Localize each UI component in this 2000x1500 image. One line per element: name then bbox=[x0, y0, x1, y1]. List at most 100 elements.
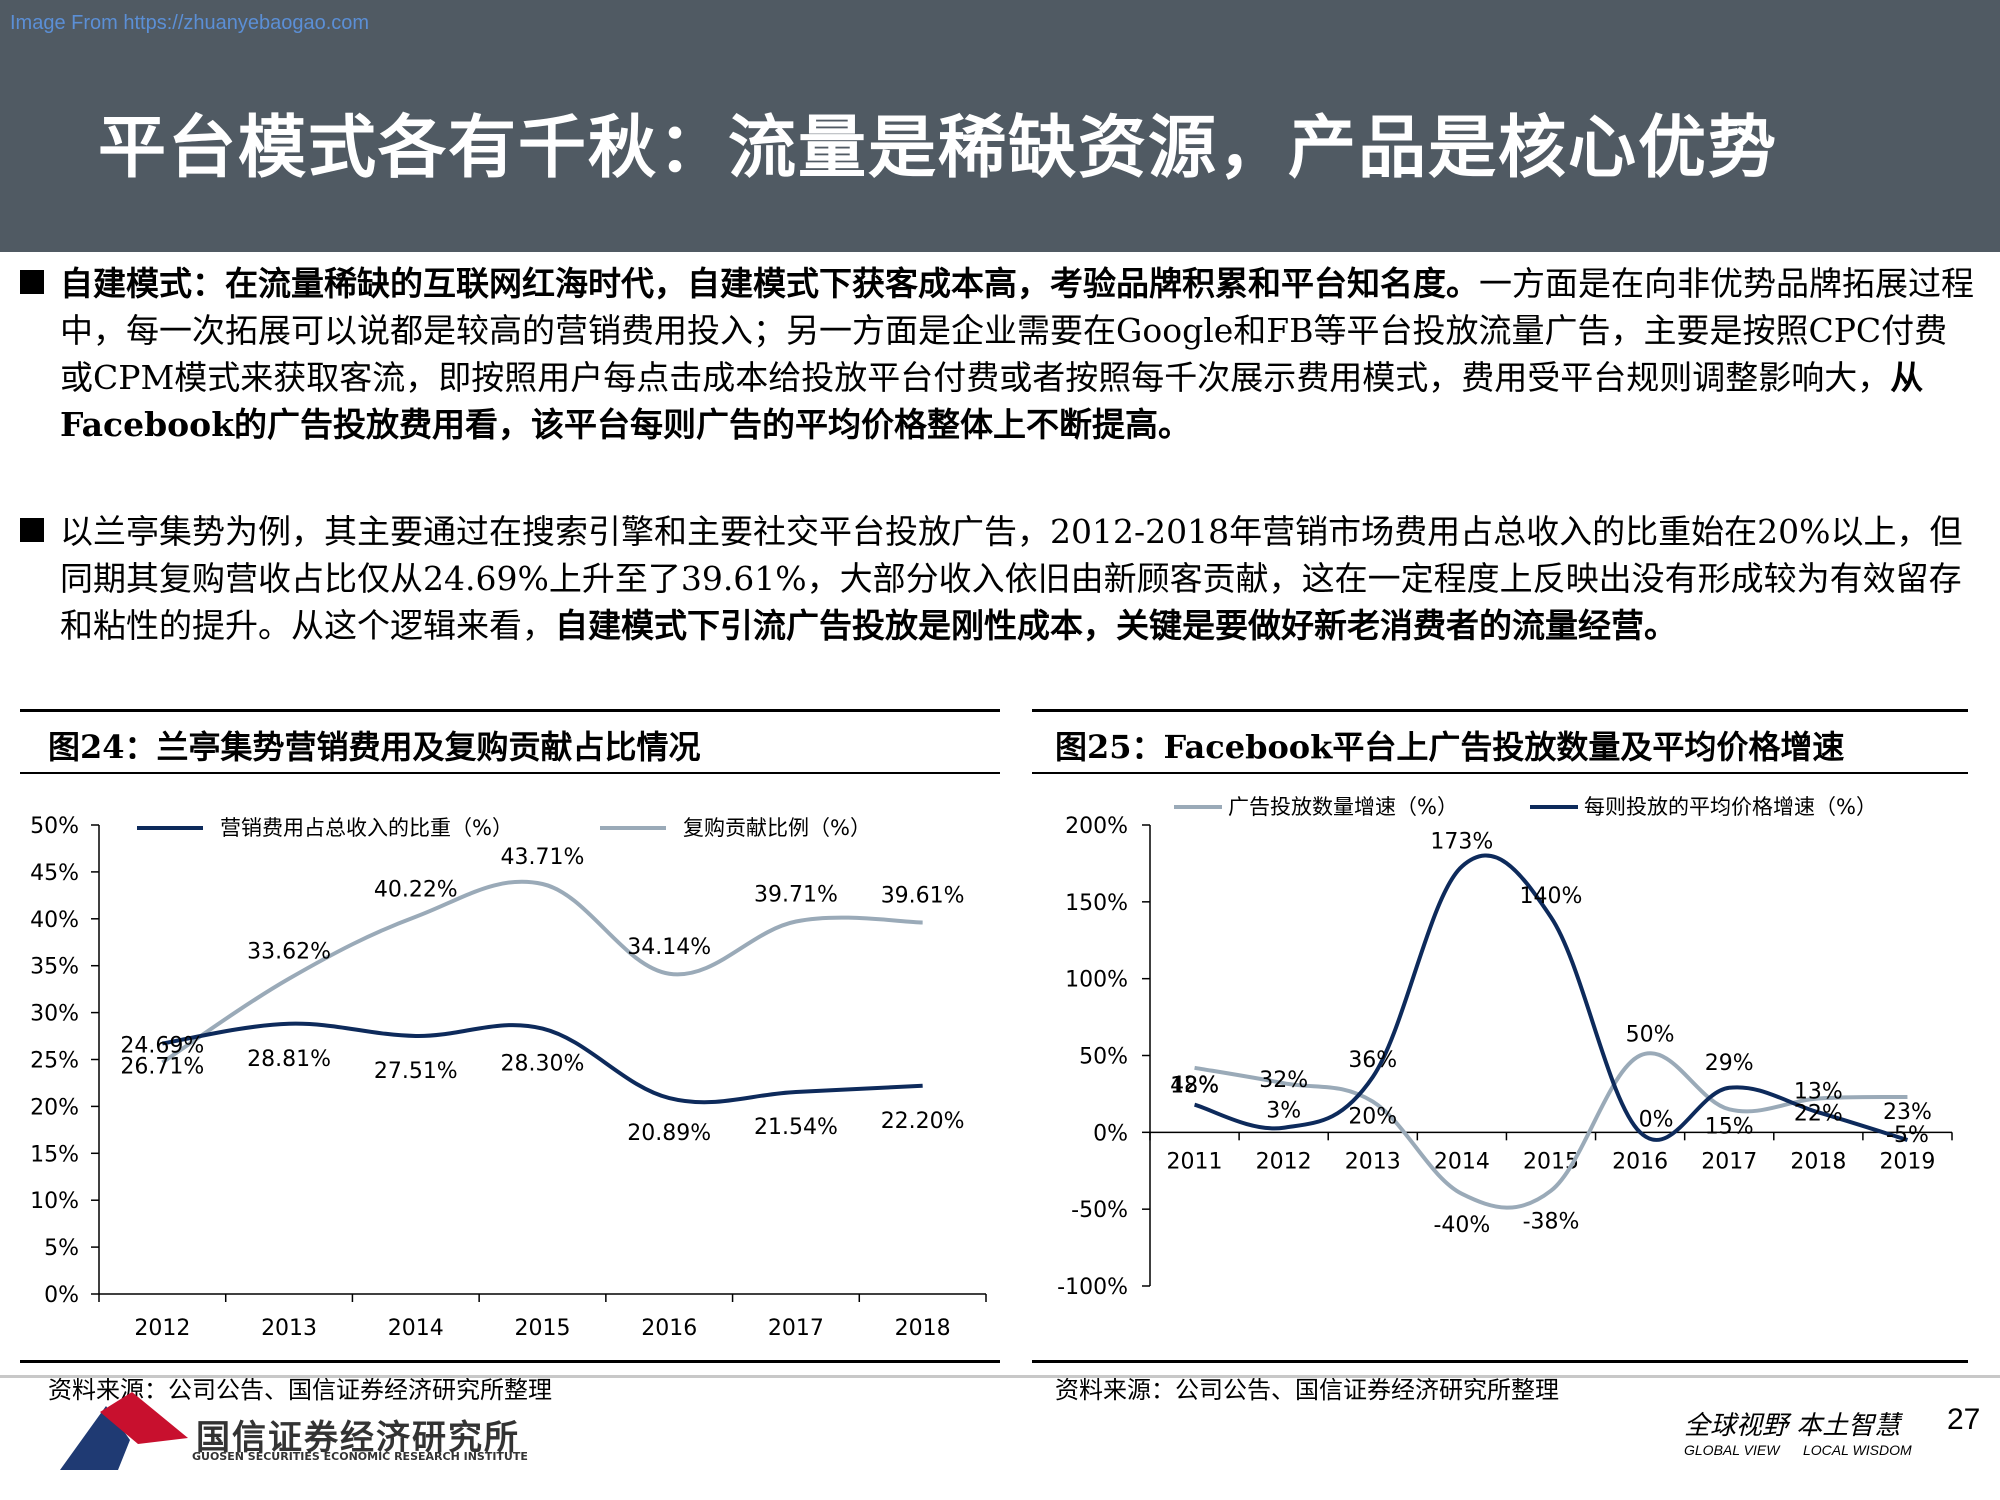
data-label: 140% bbox=[1520, 884, 1583, 909]
x-tick-label: 2015 bbox=[515, 1316, 571, 1340]
x-tick-label: 2013 bbox=[1345, 1149, 1401, 1174]
legend-label: 每则投放的平均价格增速（%） bbox=[1584, 795, 1877, 819]
data-label: 33.62% bbox=[247, 940, 331, 965]
series-line bbox=[1193, 853, 1909, 1142]
data-label: 26.71% bbox=[120, 1054, 204, 1079]
fig25-source: 资料来源：公司公告、国信证券经济研究所整理 bbox=[1055, 1376, 1559, 1404]
y-tick-label: 30% bbox=[30, 1002, 79, 1027]
y-tick-label: 100% bbox=[1065, 968, 1128, 993]
title-banner: Image From https://zhuanyebaogao.com 平台模… bbox=[0, 0, 2000, 252]
x-tick-label: 2014 bbox=[388, 1316, 444, 1340]
data-label: 22% bbox=[1794, 1102, 1843, 1127]
data-label: 0% bbox=[1639, 1107, 1674, 1132]
x-tick-label: 2018 bbox=[1790, 1149, 1846, 1174]
data-label: -5% bbox=[1886, 1123, 1929, 1148]
x-tick-label: 2011 bbox=[1167, 1149, 1223, 1174]
guosen-logo-icon bbox=[60, 1392, 188, 1470]
y-tick-label: 0% bbox=[1093, 1121, 1128, 1146]
x-tick-label: 2017 bbox=[1701, 1149, 1757, 1174]
fig24-chart: 0% 5% 10% 15% 20% 25% 30% 35% 40% 45% 50% 2012 2013 2… bbox=[30, 814, 987, 1340]
y-tick-label: 20% bbox=[30, 1095, 79, 1120]
bullet-square-icon bbox=[20, 270, 44, 294]
page-title: 平台模式各有千秋：流量是稀缺资源，产品是核心优势 bbox=[98, 108, 1779, 188]
fig24-top-rule bbox=[20, 709, 1000, 712]
series-line bbox=[162, 1021, 923, 1105]
p2-body: 以兰亭集势为例，其主要通过在搜索引擎和主要社交平台投放广告，2012-2018年… bbox=[60, 512, 1963, 645]
logo-text-en: GUOSEN SECURITIES ECONOMIC RESEARCH INST… bbox=[192, 1450, 528, 1463]
page-number: 27 bbox=[1947, 1403, 1981, 1436]
y-tick-label: 45% bbox=[30, 861, 79, 886]
data-label: 29% bbox=[1705, 1051, 1754, 1076]
data-label: 28.81% bbox=[247, 1047, 331, 1072]
y-tick-label: 40% bbox=[30, 908, 79, 933]
x-tick-label: 2017 bbox=[768, 1316, 824, 1340]
data-label: 28.30% bbox=[501, 1052, 585, 1077]
data-label: -38% bbox=[1523, 1210, 1580, 1235]
x-tick-label: 2019 bbox=[1879, 1149, 1935, 1174]
p2-bold-tail: 自建模式下引流广告投放是刚性成本，关键是要做好新老消费者的流量经营。 bbox=[555, 606, 1677, 645]
data-label: 50% bbox=[1626, 1023, 1675, 1048]
data-label: 39.61% bbox=[881, 883, 965, 908]
data-label: 20.89% bbox=[627, 1121, 711, 1146]
x-tick-label: 2013 bbox=[261, 1316, 317, 1340]
data-label: 173% bbox=[1430, 829, 1493, 854]
fig25-top-rule bbox=[1032, 709, 1968, 712]
data-label: 39.71% bbox=[754, 883, 838, 908]
data-label: 32% bbox=[1259, 1068, 1308, 1093]
slogan: 全球视野 本土智慧 bbox=[1684, 1411, 1901, 1441]
data-label: 23% bbox=[1883, 1100, 1932, 1125]
y-tick-label: 0% bbox=[44, 1283, 79, 1308]
legend-label: 广告投放数量增速（%） bbox=[1228, 795, 1458, 819]
data-label: 21.54% bbox=[754, 1115, 838, 1140]
legend-label: 营销费用占总收入的比重（%） bbox=[220, 816, 513, 840]
data-label: 20% bbox=[1348, 1105, 1397, 1130]
data-label: 42% bbox=[1170, 1073, 1219, 1098]
x-tick-label: 2012 bbox=[134, 1316, 190, 1340]
paragraph-2-text: 以兰亭集势为例，其主要通过在搜索引擎和主要社交平台投放广告，2012-2018年… bbox=[60, 508, 1980, 649]
slogan-en-local: LOCAL WISDOM bbox=[1803, 1442, 1912, 1458]
fig25-title: 图25：Facebook平台上广告投放数量及平均价格增速 bbox=[1055, 728, 1845, 766]
paragraph-2: 以兰亭集势为例，其主要通过在搜索引擎和主要社交平台投放广告，2012-2018年… bbox=[20, 508, 1980, 649]
legend-label: 复购贡献比例（%） bbox=[683, 816, 871, 840]
logo-text-cn: 国信证券经济研究所 bbox=[196, 1418, 520, 1458]
fig25-title-rule bbox=[1032, 772, 1968, 774]
series-line bbox=[161, 879, 923, 1065]
fig24-bottom-rule bbox=[20, 1360, 1000, 1363]
fig25-chart: -100% -50% 0% 50% 100% 150% 200% 2011 2012 2013 20… bbox=[1057, 795, 1953, 1300]
paragraph-1-text: 自建模式：在流量稀缺的互联网红海时代，自建模式下获客成本高，考验品牌积累和平台知… bbox=[60, 260, 1980, 448]
y-tick-label: 200% bbox=[1065, 814, 1128, 839]
paragraph-1: 自建模式：在流量稀缺的互联网红海时代，自建模式下获客成本高，考验品牌积累和平台知… bbox=[20, 260, 1980, 448]
fig24-title: 图24：兰亭集势营销费用及复购贡献占比情况 bbox=[48, 728, 701, 766]
bullet-square-icon bbox=[20, 518, 44, 542]
p1-body: 一方面是在向非优势品牌拓展过程中，每一次拓展可以说都是较高的营销费用投入；另一方… bbox=[60, 264, 1974, 397]
fig25-bottom-rule bbox=[1032, 1360, 1968, 1363]
y-tick-label: 35% bbox=[30, 955, 79, 980]
fig24-title-rule bbox=[20, 772, 1000, 774]
data-label: 15% bbox=[1705, 1114, 1754, 1139]
slogan-en-global: GLOBAL VIEW bbox=[1684, 1442, 1780, 1458]
data-label: 43.71% bbox=[501, 845, 585, 870]
x-tick-label: 2014 bbox=[1434, 1149, 1490, 1174]
x-tick-label: 2018 bbox=[895, 1316, 951, 1340]
data-label: 36% bbox=[1348, 1048, 1397, 1073]
series-line bbox=[1194, 1051, 1908, 1210]
data-label: 3% bbox=[1266, 1099, 1301, 1124]
x-tick-label: 2016 bbox=[1612, 1149, 1668, 1174]
y-tick-label: 150% bbox=[1065, 891, 1128, 916]
data-label: 27.51% bbox=[374, 1059, 458, 1084]
footer-rule bbox=[0, 1375, 2000, 1378]
y-tick-label: -50% bbox=[1071, 1198, 1128, 1223]
y-tick-label: 15% bbox=[30, 1142, 79, 1167]
y-tick-label: 5% bbox=[44, 1236, 79, 1261]
data-label: -40% bbox=[1433, 1213, 1490, 1238]
watermark: Image From https://zhuanyebaogao.com bbox=[10, 12, 370, 34]
data-label: 40.22% bbox=[374, 878, 458, 903]
x-tick-label: 2016 bbox=[641, 1316, 697, 1340]
data-label: 22.20% bbox=[881, 1109, 965, 1134]
p1-bold-lead: 自建模式：在流量稀缺的互联网红海时代，自建模式下获客成本高，考验品牌积累和平台知… bbox=[60, 264, 1479, 303]
x-tick-label: 2012 bbox=[1256, 1149, 1312, 1174]
y-tick-label: 10% bbox=[30, 1189, 79, 1214]
data-label: 13% bbox=[1794, 1079, 1843, 1104]
p1-bold-tail: 从Facebook的广告投放费用看，该平台每则广告的平均价格整体上不断提高。 bbox=[60, 358, 1924, 444]
data-label: 18% bbox=[1170, 1074, 1219, 1099]
